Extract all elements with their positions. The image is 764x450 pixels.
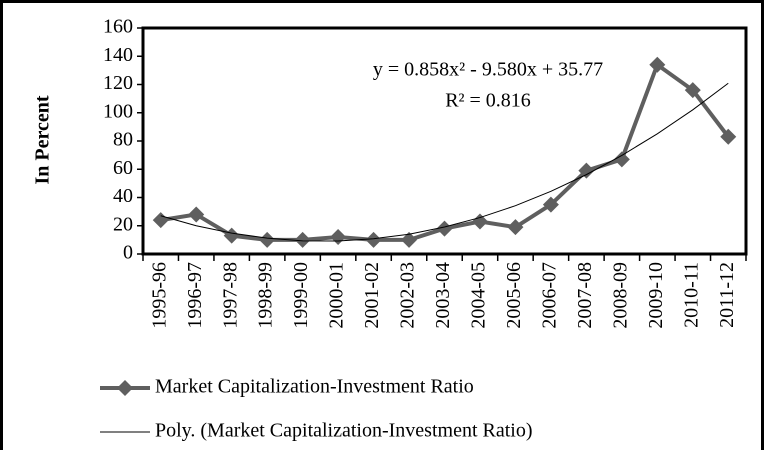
legend-marker [117, 380, 133, 396]
y-tick-label: 80 [113, 129, 133, 151]
x-tick-label: 2004-05 [468, 262, 490, 329]
x-tick-label: 2001-02 [361, 262, 383, 329]
y-tick-label: 140 [103, 44, 133, 66]
data-point [401, 231, 418, 248]
legend-label: Market Capitalization-Investment Ratio [155, 376, 474, 398]
y-tick-label: 20 [113, 213, 133, 235]
series-line [160, 82, 729, 242]
x-tick-label: 2005-06 [503, 262, 525, 329]
data-point [294, 231, 311, 248]
data-point [223, 227, 240, 244]
data-point [720, 128, 737, 145]
x-tick-label: 1999-00 [290, 262, 312, 329]
y-tick-label: 100 [103, 100, 133, 122]
y-axis-label: In Percent [32, 95, 54, 184]
y-tick-label: 160 [103, 16, 133, 38]
x-tick-label: 2000-01 [326, 262, 348, 329]
x-tick-label: 2009-10 [645, 262, 667, 329]
y-tick-label: 40 [113, 185, 133, 207]
data-point [471, 213, 488, 230]
data-point [649, 56, 666, 73]
legend-label: Poly. (Market Capitalization-Investment … [155, 420, 533, 442]
x-tick-label: 1998-99 [255, 262, 277, 329]
data-point [436, 220, 453, 237]
data-point [365, 231, 382, 248]
data-point [507, 219, 524, 236]
data-point [259, 231, 276, 248]
data-point [613, 151, 630, 168]
x-tick-label: 2010-11 [680, 262, 702, 328]
x-tick-label: 2003-04 [432, 262, 454, 329]
data-point [684, 82, 701, 99]
x-tick-label: 2007-08 [574, 262, 596, 329]
y-tick-label: 120 [103, 72, 133, 94]
y-tick-label: 0 [123, 242, 133, 264]
x-tick-label: 2006-07 [539, 262, 561, 329]
plot-border [141, 26, 748, 256]
data-point [542, 196, 559, 213]
y-tick-label: 60 [113, 157, 133, 179]
data-point [152, 212, 169, 229]
x-tick-label: 2008-09 [609, 262, 631, 329]
data-point [188, 206, 205, 223]
annotation: y = 0.858x² - 9.580x + 35.77 [373, 59, 603, 81]
x-tick-label: 2002-03 [397, 262, 419, 329]
x-tick-label: 1997-98 [219, 262, 241, 329]
annotation: R² = 0.816 [445, 90, 531, 112]
data-point [578, 162, 595, 179]
x-tick-label: 2011-12 [716, 262, 738, 328]
x-tick-label: 1996-97 [184, 262, 206, 329]
x-tick-label: 1995-96 [148, 262, 170, 329]
